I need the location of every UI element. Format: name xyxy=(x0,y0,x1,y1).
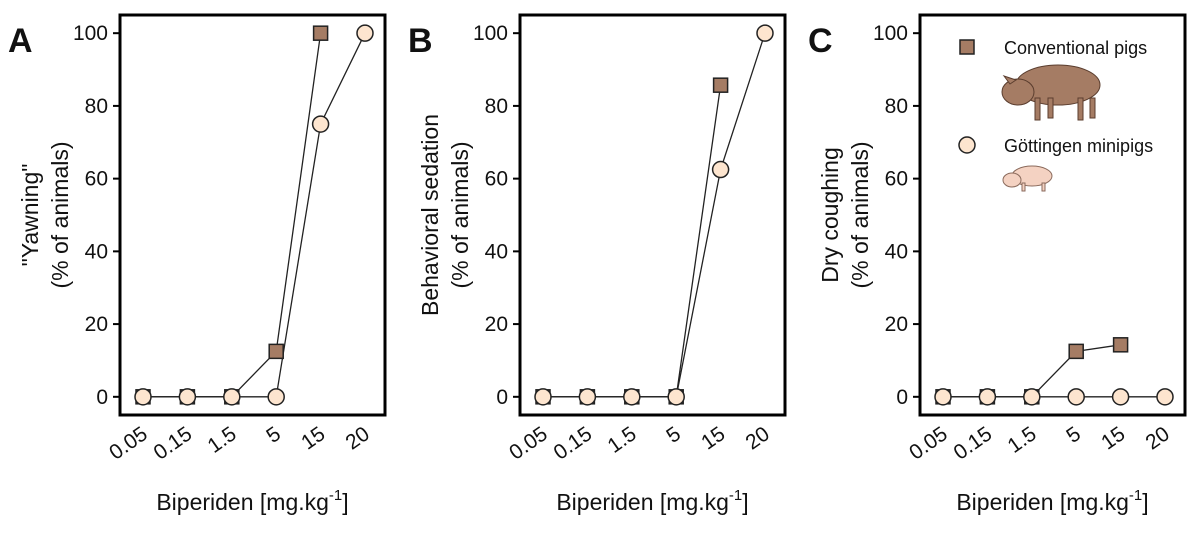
marker-circle xyxy=(978,388,997,406)
marker-circle xyxy=(1156,388,1174,406)
x-tick-label: 1.5 xyxy=(604,422,641,458)
y-tick-label: 0 xyxy=(496,386,508,409)
x-tick-label: 1.5 xyxy=(1004,422,1041,458)
marker-square xyxy=(959,39,975,55)
y-tick-label: 80 xyxy=(485,95,508,118)
x-tick-label: 15 xyxy=(1097,422,1129,454)
y-tick-label: 20 xyxy=(885,313,908,336)
panel-label: A xyxy=(8,22,33,60)
y-axis-label: (% of animals) xyxy=(47,142,73,289)
series-line xyxy=(143,33,322,398)
marker-circle xyxy=(1023,388,1041,406)
marker-square xyxy=(1112,337,1129,353)
x-tick-label: 20 xyxy=(742,422,774,454)
legend-label: Conventional pigs xyxy=(1004,38,1147,58)
x-axis-label: Biperiden [mg.kg-1] xyxy=(556,487,748,515)
marker-circle xyxy=(134,388,152,406)
x-axis-label-text: Biperiden [mg.kg xyxy=(956,489,1129,515)
marker-circle xyxy=(934,388,952,406)
marker-circle xyxy=(958,136,976,154)
series-line xyxy=(543,32,766,398)
x-axis-label-text: ] xyxy=(1142,489,1148,515)
marker-circle xyxy=(1111,388,1130,406)
y-tick-label: 40 xyxy=(85,240,108,263)
y-tick-label: 80 xyxy=(85,95,108,118)
y-tick-label: 0 xyxy=(896,386,908,409)
x-tick-label: 5 xyxy=(262,422,285,448)
x-axis-label-text: Biperiden [mg.kg xyxy=(556,489,729,515)
x-axis-label-text: ] xyxy=(342,489,348,515)
series-line xyxy=(143,32,366,398)
x-axis-label: Biperiden [mg.kg-1] xyxy=(156,487,348,515)
pig-icon-small xyxy=(1002,165,1053,192)
panel-label: B xyxy=(408,22,433,60)
y-axis-label: (% of animals) xyxy=(847,142,873,289)
marker-circle xyxy=(267,388,285,406)
marker-circle xyxy=(1067,388,1085,406)
y-axis-label: (% of animals) xyxy=(447,142,473,289)
x-axis-label-superscript: -1 xyxy=(729,487,742,504)
y-axis-label: "Yawning" xyxy=(17,164,43,267)
y-tick-label: 60 xyxy=(885,168,908,191)
x-axis-label-text: Biperiden [mg.kg xyxy=(156,489,329,515)
pig-icon-large xyxy=(1001,64,1101,121)
x-tick-label: 20 xyxy=(342,422,374,454)
x-tick-label: 15 xyxy=(697,422,729,454)
x-tick-label: 0.15 xyxy=(550,422,597,464)
y-tick-label: 60 xyxy=(485,168,508,191)
x-tick-label: 0.05 xyxy=(505,422,552,464)
y-tick-label: 20 xyxy=(485,313,508,336)
marker-circle xyxy=(578,388,597,406)
x-tick-label: 5 xyxy=(662,422,685,448)
x-axis-label-superscript: -1 xyxy=(329,487,342,504)
marker-circle xyxy=(711,160,730,179)
y-tick-label: 40 xyxy=(485,240,508,263)
x-axis-label-text: ] xyxy=(742,489,748,515)
x-tick-label: 20 xyxy=(1142,422,1174,454)
marker-circle xyxy=(756,24,774,42)
marker-circle xyxy=(534,388,552,406)
y-axis-label: Behavioral sedation xyxy=(417,114,443,316)
marker-circle xyxy=(667,388,685,406)
y-tick-label: 100 xyxy=(473,22,508,45)
x-axis-label: Biperiden [mg.kg-1] xyxy=(956,487,1148,515)
y-tick-label: 80 xyxy=(885,95,908,118)
x-tick-label: 0.05 xyxy=(905,422,952,464)
plot-frame xyxy=(918,13,1187,417)
y-tick-label: 20 xyxy=(85,313,108,336)
x-tick-label: 0.15 xyxy=(150,422,197,464)
marker-square xyxy=(312,25,329,41)
y-tick-label: 100 xyxy=(873,22,908,45)
y-tick-label: 100 xyxy=(73,22,108,45)
x-axis-label-superscript: -1 xyxy=(1129,487,1142,504)
marker-circle xyxy=(223,388,241,406)
plot-frame xyxy=(518,13,787,417)
plot-frame xyxy=(118,13,387,417)
x-tick-label: 1.5 xyxy=(204,422,241,458)
x-tick-label: 0.15 xyxy=(950,422,997,464)
series-line xyxy=(543,85,722,398)
marker-circle xyxy=(623,388,641,406)
y-tick-label: 60 xyxy=(85,168,108,191)
x-tick-label: 0.05 xyxy=(105,422,152,464)
legend-label: Göttingen minipigs xyxy=(1004,136,1153,156)
y-axis-label: Dry coughing xyxy=(817,147,843,283)
panel-label: C xyxy=(808,22,833,60)
marker-circle xyxy=(178,388,197,406)
x-tick-label: 15 xyxy=(297,422,329,454)
x-tick-label: 5 xyxy=(1062,422,1085,448)
marker-square xyxy=(712,77,729,93)
marker-circle xyxy=(356,24,374,42)
marker-square xyxy=(1068,343,1084,360)
marker-circle xyxy=(311,115,330,133)
y-tick-label: 0 xyxy=(96,386,108,409)
marker-square xyxy=(268,343,284,360)
y-tick-label: 40 xyxy=(885,240,908,263)
